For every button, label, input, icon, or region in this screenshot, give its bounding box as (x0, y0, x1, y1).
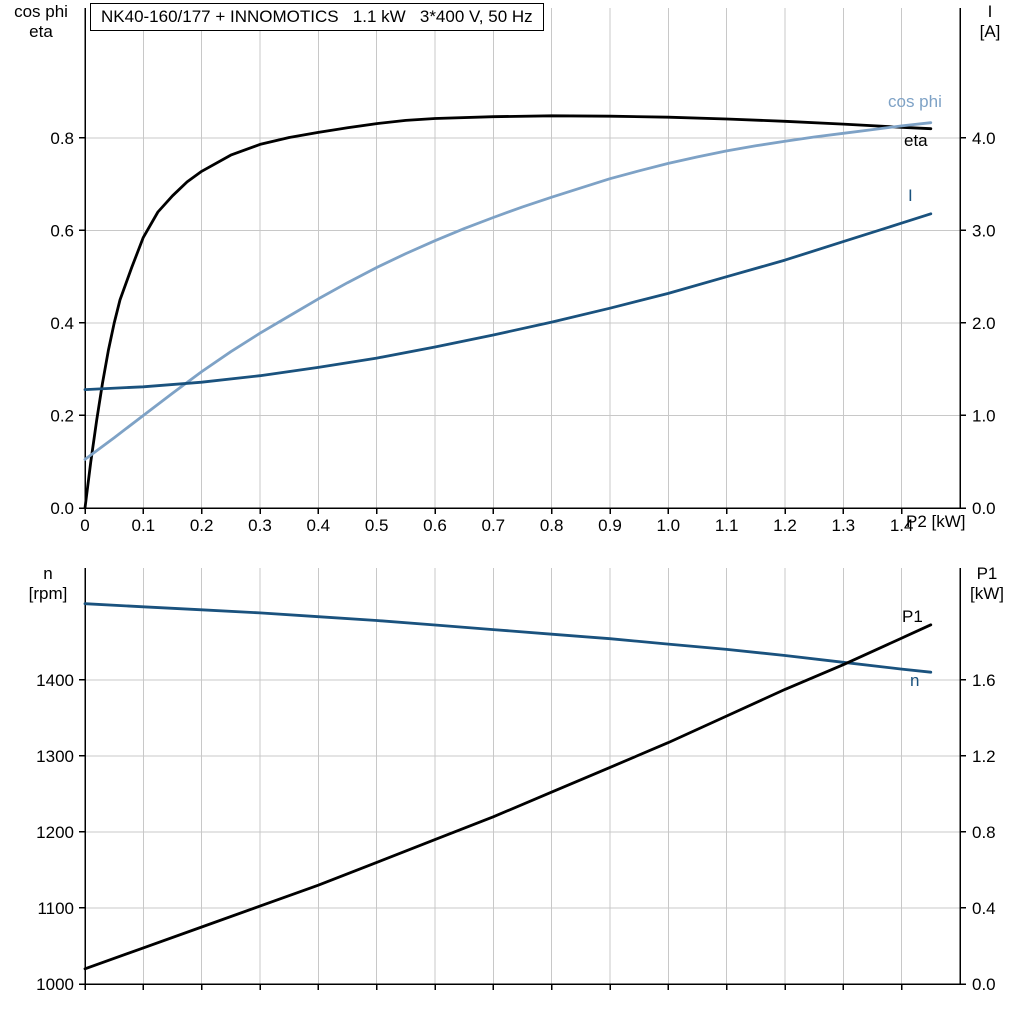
x-tick-label: 1.0 (657, 516, 681, 535)
series-n (83, 602, 933, 674)
series-cos_phi (83, 121, 933, 461)
series-P1 (83, 623, 933, 971)
y-right-tick-label: 0.0 (972, 499, 996, 518)
y-right-tick-label: 3.0 (972, 221, 996, 240)
top-right-axis-title: I [A] (964, 2, 1016, 42)
y-left-tick-label: 0.0 (50, 499, 74, 518)
cos-phi-axis-label: cos phi (14, 2, 68, 21)
speed-unit-label: [rpm] (28, 584, 68, 603)
current-axis-label: I (987, 2, 993, 21)
chart-panel-1: 1000 1100 1200 1300 1400 0.0 0.4 0.8 1.2 1.6 (36, 568, 996, 994)
y-left-tick-label: 1200 (36, 823, 74, 842)
x-tick-label: 1.1 (715, 516, 739, 535)
series-I (83, 212, 933, 392)
cos-phi-curve-label: cos phi (888, 92, 942, 111)
x-tick-label: 0.5 (365, 516, 389, 535)
y-left-tick-label: 1300 (36, 747, 74, 766)
x-tick-label: 0.1 (132, 516, 156, 535)
y-left-tick-label: 0.8 (50, 129, 74, 148)
top-left-axis-title: cos phi eta (4, 2, 78, 42)
p1-curve-label: P1 (902, 607, 923, 626)
y-right-tick-label: 0.0 (972, 975, 996, 994)
x-axis-label: P2 [kW] (906, 512, 966, 531)
chart-title-box: NK40-160/177 + INNOMOTICS 1.1 kW 3*400 V… (90, 3, 544, 31)
series-eta (83, 114, 933, 510)
x-tick-label: 0.8 (540, 516, 564, 535)
bottom-left-axis-title: n [rpm] (16, 564, 80, 604)
eta-axis-label: eta (29, 22, 53, 41)
y-left-tick-label: 0.4 (50, 314, 74, 333)
p1-axis-label: P1 (976, 564, 998, 583)
y-left-tick-label: 0.6 (50, 221, 74, 240)
y-left-tick-label: 1000 (36, 975, 74, 994)
y-right-tick-label: 1.6 (972, 671, 996, 690)
y-right-tick-label: 0.4 (972, 899, 996, 918)
x-tick-label: 0 (80, 516, 89, 535)
speed-curve-label: n (910, 671, 920, 690)
y-left-tick-label: 1400 (36, 671, 74, 690)
y-right-tick-label: 1.0 (972, 406, 996, 425)
p1-unit-label: [kW] (970, 584, 1004, 603)
eta-curve-label: eta (904, 131, 928, 150)
x-tick-label: 0.7 (482, 516, 506, 535)
speed-axis-label: n (43, 564, 53, 583)
x-tick-label: 0.2 (190, 516, 214, 535)
y-right-tick-label: 1.2 (972, 747, 996, 766)
y-right-tick-label: 4.0 (972, 129, 996, 148)
bottom-right-axis-title: P1 [kW] (956, 564, 1018, 604)
y-right-tick-label: 2.0 (972, 314, 996, 333)
x-tick-label: 1.4 (890, 516, 914, 535)
x-tick-label: 0.9 (598, 516, 622, 535)
x-tick-label: 0.6 (423, 516, 447, 535)
y-right-tick-label: 0.8 (972, 823, 996, 842)
current-unit-label: [A] (979, 22, 1001, 41)
x-tick-label: 0.4 (307, 516, 331, 535)
x-tick-label: 0.3 (248, 516, 272, 535)
y-left-tick-label: 0.2 (50, 406, 74, 425)
y-left-tick-label: 1100 (37, 899, 74, 918)
x-tick-label: 1.3 (832, 516, 856, 535)
current-curve-label: I (908, 186, 913, 205)
chart-panel-0: 0 0.1 0.2 0.3 0.4 0.5 0.6 0.7 0.8 0.9 1.0 1.1 1.2 1.3… (50, 8, 996, 535)
x-tick-label: 1.2 (773, 516, 797, 535)
